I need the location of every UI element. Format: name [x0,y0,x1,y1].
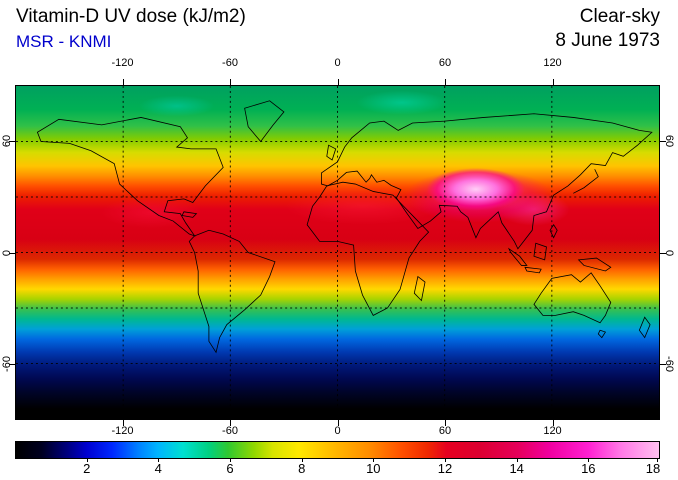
axis-tick [9,252,15,254]
axis-tick [9,364,15,366]
axis-tick [660,140,666,142]
axis-tick [122,79,124,85]
x-tick-label-top: -60 [222,57,238,69]
axis-tick [552,79,554,85]
colorbar-label: 12 [437,461,453,476]
axis-tick [337,79,339,85]
x-tick-label-bottom: -60 [222,425,238,437]
colorbar-tick [230,459,231,462]
colorbar [15,441,660,459]
figure-title: Vitamin-D UV dose (kJ/m2) [16,6,246,27]
colorbar-tick [373,459,375,462]
x-tick-label-top: 0 [334,57,341,69]
figure-annotations: Clear-sky 8 June 1973 [555,5,660,53]
axis-tick [122,420,124,426]
axis-tick [552,420,554,426]
axis-tick [445,420,446,426]
axis-tick [230,420,231,426]
colorbar-label: 2 [83,461,91,476]
colorbar-label: 10 [366,461,381,476]
colorbar-tick [158,459,160,462]
colorbar-tick [516,459,518,462]
axis-tick [9,140,15,142]
colorbar-label: 14 [509,461,524,476]
x-tick-label-bottom: -120 [111,425,134,437]
axis-tick [660,364,666,366]
colorbar-tick [86,459,88,462]
colorbar-label: 16 [581,461,596,476]
x-tick-label-top: 60 [438,57,452,69]
figure-date: 8 June 1973 [555,30,660,51]
figure-source: MSR - KNMI [16,32,112,51]
axis-tick [660,252,666,254]
x-tick-label-top: 120 [543,57,562,69]
coastlines [37,101,651,353]
colorbar-label: 8 [298,461,306,476]
x-tick-label-bottom: 60 [438,425,452,437]
world-map [15,85,660,420]
colorbar-label: 6 [226,461,234,476]
x-tick-label-bottom: 0 [334,425,341,437]
axis-tick [230,79,231,85]
colorbar-label: 4 [154,461,162,476]
colorbar-tick [445,459,446,462]
x-tick-label-top: -120 [111,57,134,69]
colorbar-tick [588,459,590,462]
axis-tick [337,420,339,426]
axis-tick [445,79,446,85]
sky-condition: Clear-sky [579,6,660,27]
x-tick-label-bottom: 120 [543,425,562,437]
colorbar-label: 18 [645,461,661,476]
colorbar-tick [301,459,303,462]
map-overlay [16,86,659,419]
graticule [16,86,659,419]
colorbar-tick [657,459,658,462]
